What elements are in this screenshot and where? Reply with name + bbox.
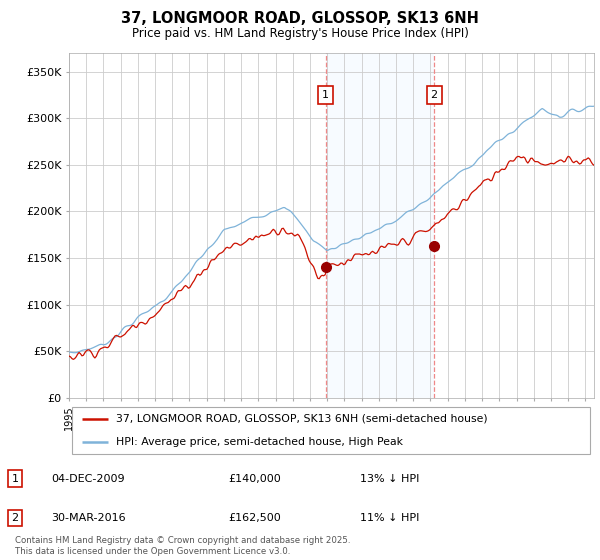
Text: 13% ↓ HPI: 13% ↓ HPI — [360, 474, 419, 484]
Text: 37, LONGMOOR ROAD, GLOSSOP, SK13 6NH (semi-detached house): 37, LONGMOOR ROAD, GLOSSOP, SK13 6NH (se… — [116, 414, 488, 424]
FancyBboxPatch shape — [71, 407, 590, 454]
Bar — [326, 53, 434, 398]
Text: 2: 2 — [11, 513, 19, 523]
Text: 2: 2 — [430, 90, 437, 100]
Text: HPI: Average price, semi-detached house, High Peak: HPI: Average price, semi-detached house,… — [116, 437, 403, 447]
Text: 30-MAR-2016: 30-MAR-2016 — [51, 513, 125, 523]
Text: Contains HM Land Registry data © Crown copyright and database right 2025.
This d: Contains HM Land Registry data © Crown c… — [15, 536, 350, 556]
Text: £140,000: £140,000 — [228, 474, 281, 484]
Text: 1: 1 — [322, 90, 329, 100]
Text: 37, LONGMOOR ROAD, GLOSSOP, SK13 6NH: 37, LONGMOOR ROAD, GLOSSOP, SK13 6NH — [121, 11, 479, 26]
Text: 1: 1 — [11, 474, 19, 484]
Text: 11% ↓ HPI: 11% ↓ HPI — [360, 513, 419, 523]
Text: Price paid vs. HM Land Registry's House Price Index (HPI): Price paid vs. HM Land Registry's House … — [131, 27, 469, 40]
Text: 04-DEC-2009: 04-DEC-2009 — [51, 474, 125, 484]
Text: £162,500: £162,500 — [228, 513, 281, 523]
